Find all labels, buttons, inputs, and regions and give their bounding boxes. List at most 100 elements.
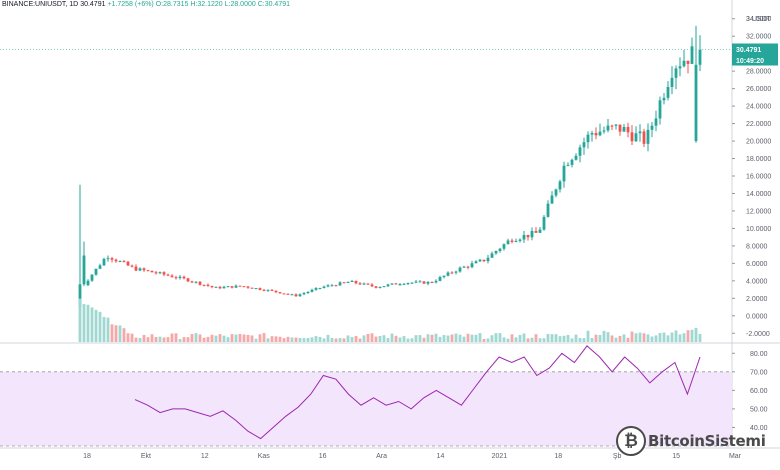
volume-bar [418, 335, 422, 342]
candle-body [158, 272, 162, 274]
candle-body [674, 68, 678, 78]
volume-bar [366, 333, 370, 342]
candle-body [186, 278, 190, 282]
candle-body [478, 259, 482, 262]
candle-body [110, 258, 114, 260]
candle-body [126, 261, 130, 266]
rsi-tick-label: 70.00 [750, 369, 768, 376]
volume-bar [510, 334, 514, 342]
candle-body [90, 274, 94, 281]
candle-body [286, 293, 290, 295]
candle-body [118, 261, 122, 263]
candle-body [326, 285, 330, 287]
candle-body [498, 248, 502, 252]
volume-bar [390, 333, 394, 342]
watermark-text: BitcoinSistemi [648, 432, 766, 450]
volume-bar [146, 337, 150, 342]
volume-bar [502, 337, 506, 342]
volume-bar [122, 328, 126, 342]
volume-bar [406, 338, 410, 342]
candle-body [518, 239, 522, 241]
volume-bar [666, 335, 670, 342]
candle-body [138, 268, 142, 271]
candle-body [642, 131, 646, 144]
rsi-tick-label: 50.00 [750, 406, 768, 413]
candle-body [398, 284, 402, 286]
candle-body [682, 60, 686, 67]
price-tick-label: 2.0000 [746, 296, 768, 303]
last-price-tag-bg [732, 43, 778, 55]
volume-bar [234, 334, 238, 342]
volume-bar [230, 334, 234, 342]
volume-bar [210, 334, 214, 342]
candle-body [98, 265, 102, 269]
candle-body [514, 240, 518, 242]
volume-bar [90, 307, 94, 342]
candle-body [362, 283, 366, 285]
candle-body [690, 46, 694, 64]
candle-body [390, 283, 394, 285]
currency-label: 3 USDT [746, 16, 772, 23]
candle-body [278, 292, 282, 294]
volume-bar [598, 334, 602, 342]
candle-body [422, 281, 426, 284]
candle-body [454, 271, 458, 273]
candle-body [406, 283, 410, 285]
candle-body [418, 281, 422, 283]
price-tick-label: 14.0000 [746, 191, 771, 198]
watermark: ₿ BitcoinSistemi [616, 424, 766, 458]
price-tick-label: 22.0000 [746, 121, 771, 128]
volume-bar [218, 334, 222, 342]
volume-bar [158, 336, 162, 342]
volume-bar [310, 337, 314, 342]
volume-bar [378, 335, 382, 342]
volume-bar [642, 333, 646, 342]
candle-body [78, 284, 82, 308]
volume-bar [430, 334, 434, 342]
candle-body [274, 290, 278, 293]
chart-header: BINANCE:UNIUSDT, 1D 30.4791 +1.7258 (+6%… [2, 1, 290, 8]
candle-body [306, 291, 310, 294]
volume-bar [254, 338, 258, 342]
price-tick-label: 16.0000 [746, 174, 771, 181]
candle-body [366, 283, 370, 285]
volume-bar [114, 325, 118, 342]
candle-body [634, 133, 638, 142]
candle-body [554, 189, 558, 196]
volume-bar [426, 334, 430, 342]
volume-bar [614, 337, 618, 342]
volume-bar [658, 333, 662, 342]
candle-body [506, 240, 510, 245]
time-tick-label: Kas [258, 453, 271, 460]
candle-body [494, 251, 498, 254]
volume-bar [174, 333, 178, 342]
volume-bar [78, 298, 82, 342]
rsi-tick-label: 40.00 [750, 425, 768, 432]
candle-body [134, 266, 138, 271]
candle-body [314, 288, 318, 290]
candle-body [626, 126, 630, 133]
time-tick-label: 18 [83, 453, 91, 460]
candle-body [198, 281, 202, 285]
candle-body [530, 230, 534, 238]
volume-bar [226, 337, 230, 342]
candle-body [290, 294, 294, 296]
volume-bar [622, 334, 626, 342]
volume-bar [602, 330, 606, 342]
volume-bar [410, 338, 414, 342]
candle-body [330, 285, 334, 287]
volume-bar [166, 337, 170, 342]
time-tick-label: Şb [613, 453, 622, 460]
volume-bar [654, 335, 658, 342]
volume-bar [194, 333, 198, 342]
volume-bar [190, 334, 194, 342]
candle-body [210, 285, 214, 288]
volume-bar [82, 304, 86, 342]
candle-body [630, 132, 634, 142]
time-tick-label: Mar [729, 453, 742, 460]
candle-body [242, 286, 246, 288]
candle-body [590, 133, 594, 135]
volume-bar [270, 336, 274, 342]
candle-body [646, 129, 650, 144]
